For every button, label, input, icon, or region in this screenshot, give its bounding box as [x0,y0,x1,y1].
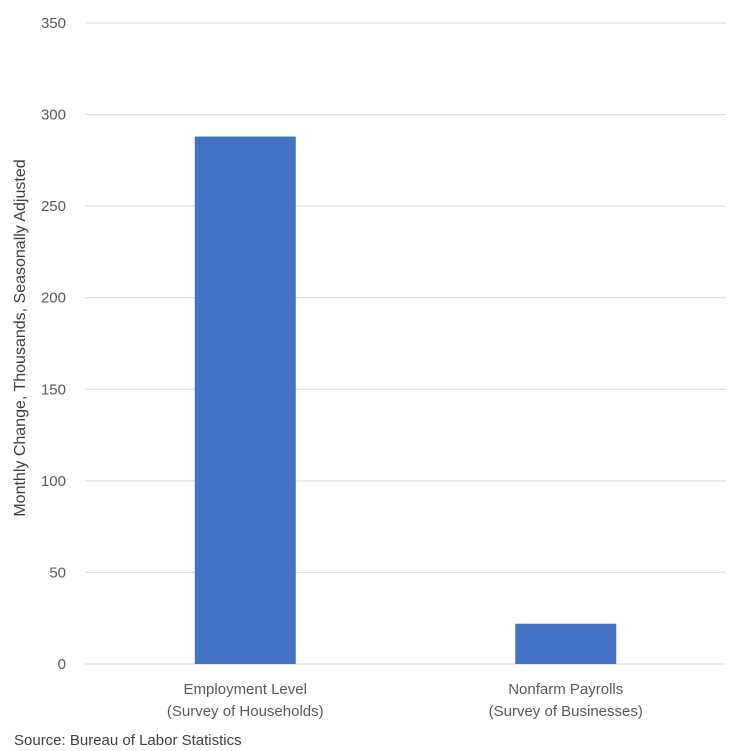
x-tick-label: (Survey of Businesses) [489,703,643,720]
x-tick-label: Nonfarm Payrolls [508,681,623,698]
y-tick-label: 300 [41,107,66,124]
source-note: Source: Bureau of Labor Statistics [14,732,242,749]
bar-2 [515,623,617,664]
y-axis-ticks: 0 50 100 150 200 250 300 350 [41,15,66,673]
bars [194,136,617,664]
y-tick-label: 350 [41,15,66,32]
y-tick-label: 100 [41,473,66,490]
x-tick-label: (Survey of Households) [167,703,324,720]
y-tick-label: 0 [58,656,66,673]
gridlines [85,22,726,665]
y-tick-label: 200 [41,290,66,307]
bar-1 [194,136,296,664]
x-axis-ticks: Employment Level (Survey of Households) No… [167,681,643,720]
y-tick-label: 50 [49,564,66,581]
y-tick-label: 150 [41,381,66,398]
y-axis-title: Monthly Change, Thousands, Seasonally Ad… [12,159,29,516]
y-tick-label: 250 [41,198,66,215]
x-tick-label: Employment Level [184,681,307,698]
